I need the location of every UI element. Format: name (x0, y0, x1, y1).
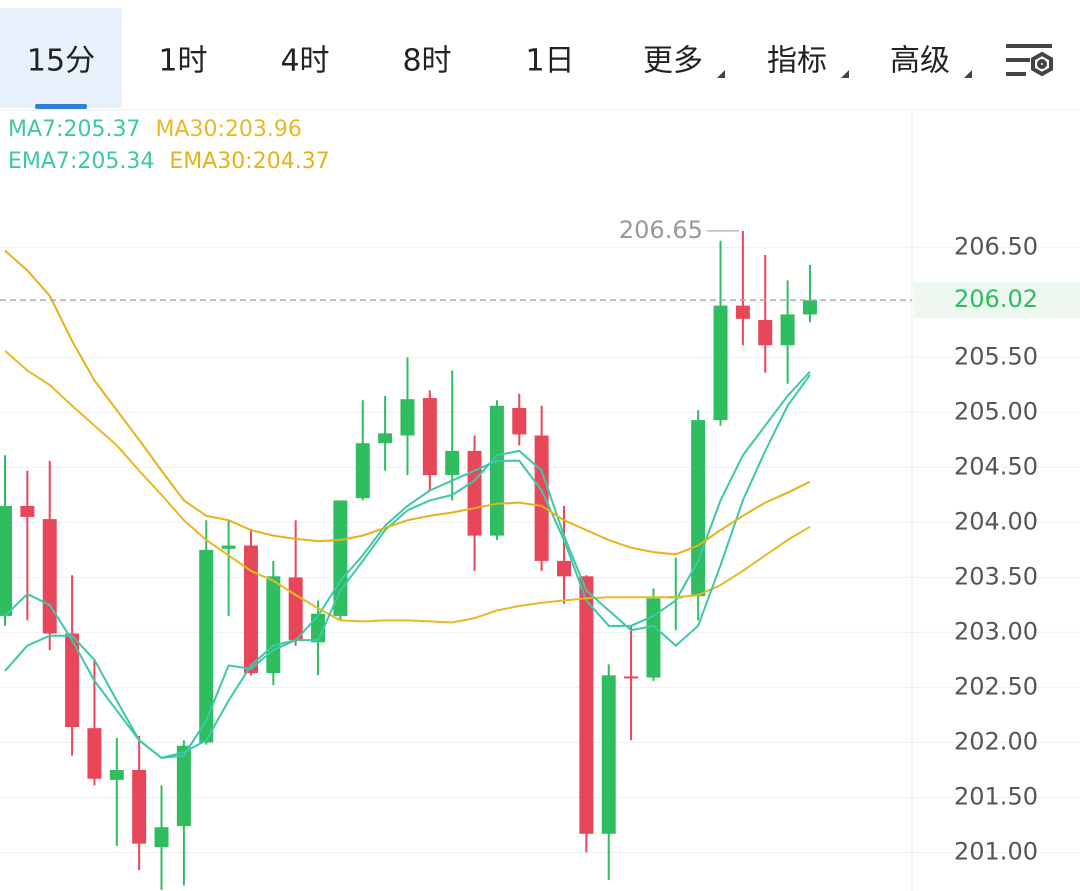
legend-value: 205.37 (63, 117, 140, 142)
y-tick-label: 203.00 (954, 617, 1038, 645)
candle-body (758, 319, 773, 346)
candle-body (400, 399, 415, 436)
settings-icon[interactable] (1006, 44, 1053, 77)
legend-value: 204.37 (253, 149, 330, 174)
tab[interactable]: 8时 (402, 44, 451, 79)
y-tick-label: 203.50 (954, 562, 1038, 590)
plot (0, 230, 817, 890)
candle-body (65, 633, 80, 728)
candle-body (154, 827, 169, 847)
tab[interactable]: 1日 (525, 44, 574, 79)
candle-body (333, 500, 348, 616)
y-tick-label: 201.50 (954, 782, 1038, 810)
candle-body (378, 433, 393, 444)
candle-body (780, 314, 795, 346)
price-tag-bg (914, 282, 1080, 319)
current-price: 206.02 (954, 285, 1038, 313)
y-tick-label: 206.50 (954, 232, 1038, 260)
candle-body (646, 598, 661, 678)
y-tick-label: 201.00 (954, 837, 1038, 865)
tab[interactable]: 15分 (27, 44, 95, 79)
legend-value: 205.34 (77, 149, 154, 174)
tab[interactable]: 更多 (643, 44, 703, 79)
candle-body (624, 676, 639, 679)
candle-body (199, 549, 214, 743)
tab[interactable]: 指标 (767, 44, 827, 79)
candle-body (87, 728, 102, 779)
candle-body (221, 545, 236, 549)
tab[interactable]: 4时 (280, 44, 329, 79)
candle-body (489, 405, 504, 536)
legend-name: MA30 (155, 117, 217, 142)
candle-body (512, 407, 527, 435)
legend-separator: : (70, 149, 77, 174)
candle-body (467, 450, 482, 536)
candle-body (288, 577, 303, 641)
candle-body (266, 576, 281, 674)
legend-value: 203.96 (225, 117, 302, 142)
candle-body (42, 519, 57, 634)
candle-body (422, 398, 437, 476)
dropdown-arrows (717, 70, 972, 78)
candle-body (20, 505, 35, 517)
candle-body (132, 769, 147, 844)
indicator-line (4, 350, 811, 624)
tab-underline (35, 104, 87, 109)
overlay: 206.02 206.65 (0, 216, 1080, 319)
candle-body (176, 745, 191, 827)
indicator-line (4, 249, 811, 556)
tab-bar: 15分 1时 4时 8时 1日 更多 指标 高级 (27, 44, 950, 79)
y-tick-label: 205.00 (954, 397, 1038, 425)
candle-body (802, 300, 817, 315)
candle-body (579, 576, 594, 834)
legend-name: EMA30 (169, 149, 245, 174)
candle-body (445, 450, 460, 476)
tab[interactable]: 1时 (158, 44, 207, 79)
legend-separator: : (245, 149, 252, 174)
candle-body (534, 435, 549, 561)
legend: MA7:205.37 MA30:203.96 (8, 117, 302, 142)
candle-body (0, 505, 12, 616)
candle-body (713, 305, 728, 421)
y-tick-label: 204.00 (954, 507, 1038, 535)
indicator-line (4, 374, 811, 759)
y-tick-label: 204.50 (954, 452, 1038, 480)
y-tick-label: 202.50 (954, 672, 1038, 700)
legend-separator: : (217, 117, 224, 142)
legend-name: EMA7 (8, 149, 70, 174)
tab[interactable]: 高级 (890, 44, 950, 79)
y-tick-label: 205.50 (954, 342, 1038, 370)
legend: EMA7:205.34 EMA30:204.37 (8, 149, 330, 174)
candle-body (243, 545, 258, 674)
candle-body (601, 675, 616, 834)
candle-body (735, 305, 750, 319)
candle-body (109, 769, 124, 780)
legend-separator: : (56, 117, 63, 142)
candle-body (355, 443, 370, 499)
y-tick-label: 202.00 (954, 727, 1038, 755)
max-label: 206.65 (619, 216, 703, 244)
tab-selected-bg (0, 8, 122, 108)
legend-name: MA7 (8, 117, 56, 142)
candle-body (557, 560, 571, 577)
